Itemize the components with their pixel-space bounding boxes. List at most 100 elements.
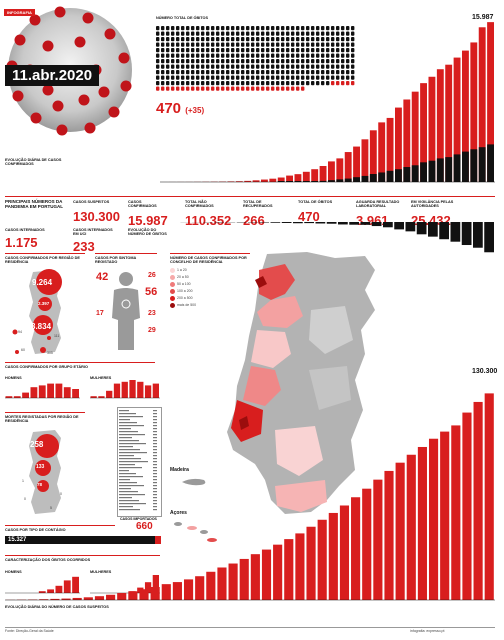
death-icon [321,42,325,47]
cumulative-bar [369,130,377,182]
daily-death-bar [315,222,326,224]
body-figure [112,272,140,350]
suspected-bar [306,526,316,600]
death-icon [261,26,265,31]
contact-importados-label: Casos importados [120,517,157,521]
list-line-value [153,497,157,499]
death-icon [236,59,240,64]
footer-credit: infografia: expresso.pt [410,629,445,633]
suspected-bar [72,597,82,600]
death-icon [191,42,195,47]
death-icon [231,86,235,91]
list-line [119,452,147,454]
list-line-value [153,464,157,466]
death-icon [156,75,160,80]
death-icon [296,48,300,53]
death-icon [236,37,240,42]
death-icon [171,42,175,47]
daily-death-bar [338,222,348,225]
death-icon [176,86,180,91]
age-bar [63,580,71,593]
daily-death-bar [293,222,303,224]
death-icon [171,37,175,42]
death-icon [216,53,220,58]
death-icon [316,81,320,86]
death-icon [286,31,290,36]
death-icon [251,31,255,36]
death-icon [296,81,300,86]
death-icon [246,64,250,69]
stats-main-label: PRINCIPAIS NÚMEROS DA PANDEMIA EM PORTUG… [5,199,63,209]
death-icon [231,48,235,53]
death-icon [276,31,280,36]
death-icon [331,53,335,58]
death-icon [191,37,195,42]
death-icon [346,70,350,75]
death-icon [331,64,335,69]
death-icon [346,81,350,86]
suspected-bar [440,431,450,600]
list-line [119,479,130,481]
death-icon [266,53,270,58]
death-icon [326,75,330,80]
death-icon [256,53,260,58]
acores-label: Açores [170,510,187,516]
death-icon [191,75,195,80]
death-icon [176,48,180,53]
death-icon [191,86,195,91]
death-icon [351,75,355,80]
list-line-value [153,476,157,478]
cumulative-death-bar [436,158,444,182]
death-icon [261,64,265,69]
death-icon [161,53,165,58]
death-icon [256,31,260,36]
death-icon [221,31,225,36]
list-line [119,476,143,478]
list-line-value [153,485,157,487]
death-icon [166,70,170,75]
age-bar [72,576,79,593]
cumulative-peak-label: 15.987 [472,14,494,21]
concelhos-rule [170,253,250,254]
list-line-value [153,473,157,475]
death-icon [316,31,320,36]
death-icon [306,64,310,69]
age-bar [129,380,136,398]
death-icon [246,70,250,75]
list-line [119,446,133,448]
death-icon [256,64,260,69]
death-icon [286,48,290,53]
virus-spike [52,100,64,112]
death-icon [221,42,225,47]
cumulative-bar [420,83,427,182]
cumulative-bar [403,99,411,182]
death-icon [221,75,225,80]
death-icon [316,64,320,69]
daily-death-bar [416,222,427,235]
death-icon [326,31,330,36]
suspected-bar [250,554,260,600]
death-icon [261,48,265,53]
suspected-bar [484,393,494,600]
death-icon [291,75,295,80]
death-icon [196,64,200,69]
cumulative-death-bar [420,162,427,182]
cumulative-bar [277,177,285,182]
list-line-value [153,425,157,427]
death-icon [201,81,205,86]
regions-title: CASOS CONFIRMADOS POR REGIÃO DE RESIDÊNC… [5,256,80,265]
death-icon [336,64,340,69]
death-icon [221,70,225,75]
death-icon [206,86,210,91]
virus-spike [30,112,42,124]
death-icon [191,53,195,58]
death-icon [201,86,205,91]
daily-death-bar [484,222,494,253]
suspected-bar [117,593,127,600]
death-icon [181,31,185,36]
death-icon [166,42,170,47]
suspected-bar [261,549,272,600]
contact-title: CASOS POR TIPO DE CONTÁGIO [5,528,66,532]
death-icon [296,53,300,58]
symptom-right-mid: 56 [145,286,158,298]
